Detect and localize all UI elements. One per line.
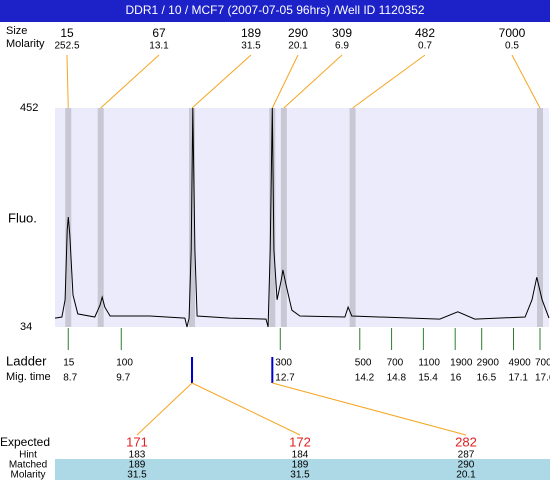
expected-leader	[136, 382, 193, 436]
row-label: Matched	[9, 460, 47, 471]
peak-size: 15	[60, 26, 74, 40]
ladder-size: 1100	[418, 358, 440, 369]
peak-leader	[271, 54, 299, 109]
hint-value: 287	[458, 450, 475, 461]
trace	[54, 107, 550, 328]
peak-molarity: 20.1	[288, 41, 308, 52]
peak-leader	[191, 54, 252, 109]
peak-leader	[283, 54, 343, 109]
ladder-time: 16.5	[477, 373, 497, 384]
peak-size: 189	[241, 26, 261, 40]
title-bar	[0, 0, 550, 22]
peak-size: 482	[415, 26, 435, 40]
molarity-value: 20.1	[456, 470, 476, 480]
ladder-size: 300	[275, 358, 292, 369]
peak-leader	[100, 54, 160, 109]
matched-band	[55, 459, 550, 480]
peak-size: 67	[152, 26, 166, 40]
hint-value: 183	[129, 450, 146, 461]
expected-value: 172	[289, 434, 311, 449]
peak-molarity: 6.9	[335, 41, 349, 52]
molarity-value: 31.5	[127, 470, 147, 480]
peak-molarity: 252.5	[54, 41, 79, 52]
peak-leader	[511, 54, 541, 109]
peak-band	[269, 108, 276, 327]
peak-band	[280, 108, 287, 327]
ladder-time: 16	[450, 373, 462, 384]
matched-value: 290	[458, 460, 475, 471]
hint-value: 184	[292, 450, 309, 461]
matched-value: 189	[292, 460, 309, 471]
ladder-time: 8.7	[63, 373, 77, 384]
size-label: Size	[6, 25, 27, 37]
y-tick-label: 34	[20, 321, 32, 333]
expected-leader	[191, 382, 301, 436]
row-label: Hint	[19, 450, 37, 461]
ladder-time: 17.6	[535, 373, 550, 384]
ladder-size: 7000	[535, 358, 550, 369]
ladder-size: 15	[63, 358, 75, 369]
ladder-time: 12.7	[275, 373, 295, 384]
ladder-time: 14.8	[387, 373, 407, 384]
matched-value: 189	[129, 460, 146, 471]
peak-band	[349, 108, 356, 327]
expected-leader	[272, 382, 467, 436]
peak-leader	[66, 54, 69, 109]
ladder-size: 4900	[508, 358, 531, 369]
peak-size: 7000	[499, 26, 526, 40]
peak-molarity: 31.5	[241, 41, 261, 52]
ladder-time: 17.1	[508, 373, 528, 384]
molarity-value: 31.5	[290, 470, 310, 480]
peak-molarity: 13.1	[149, 41, 169, 52]
expected-value: 171	[126, 434, 148, 449]
ladder-label: Ladder	[6, 353, 47, 368]
plot-area	[55, 108, 549, 327]
peak-band	[97, 108, 104, 327]
molarity-label: Molarity	[6, 38, 45, 50]
ladder-time: 15.4	[418, 373, 438, 384]
peak-band	[536, 108, 543, 327]
ladder-time: 9.7	[116, 373, 130, 384]
peak-molarity: 0.7	[418, 41, 432, 52]
ladder-size: 700	[387, 358, 404, 369]
title: DDR1 / 10 / MCF7 (2007-07-05 96hrs) /Wel…	[125, 3, 424, 17]
row-label: Expected	[0, 435, 50, 449]
mig-time-label: Mig. time	[6, 371, 51, 383]
peak-size: 309	[332, 26, 352, 40]
row-label: Molarity	[10, 470, 45, 480]
peak-size: 290	[288, 26, 308, 40]
peak-leader	[352, 54, 426, 109]
peak-molarity: 0.5	[505, 41, 519, 52]
expected-value: 282	[455, 434, 477, 449]
ladder-size: 100	[116, 358, 133, 369]
ladder-size: 2900	[477, 358, 500, 369]
ladder-size: 1900	[450, 358, 473, 369]
y-tick-label: 452	[20, 102, 38, 114]
ladder-size: 500	[355, 358, 372, 369]
ladder-time: 14.2	[355, 373, 375, 384]
y-label: Fluo.	[8, 210, 37, 225]
